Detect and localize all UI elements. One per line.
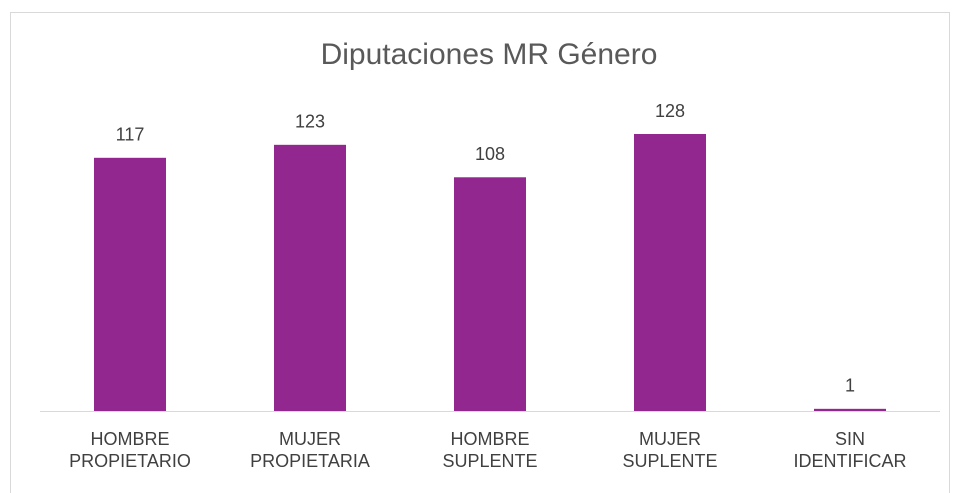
bar bbox=[634, 134, 706, 411]
data-label: 108 bbox=[475, 144, 505, 164]
bar bbox=[454, 177, 526, 411]
data-label: 117 bbox=[116, 125, 145, 145]
x-tick-label: MUJER PROPIETARIA bbox=[220, 428, 400, 472]
data-label: 123 bbox=[295, 112, 325, 132]
chart-title: Diputaciones MR Género bbox=[321, 38, 658, 71]
category-text: HOMBRE PROPIETARIO bbox=[69, 429, 191, 471]
bar bbox=[94, 157, 166, 411]
data-label: 1 bbox=[845, 376, 855, 396]
data-label: 128 bbox=[655, 101, 685, 121]
bar bbox=[274, 144, 346, 411]
category-text: MUJER SUPLENTE bbox=[622, 429, 718, 471]
x-tick-label: MUJER SUPLENTE bbox=[580, 428, 760, 472]
x-tick-label: HOMBRE SUPLENTE bbox=[400, 428, 580, 472]
chart-frame bbox=[10, 12, 950, 493]
category-text: HOMBRE SUPLENTE bbox=[442, 429, 538, 471]
bar bbox=[814, 408, 886, 411]
category-text: MUJER PROPIETARIA bbox=[250, 429, 370, 471]
category-text: SIN IDENTIFICAR bbox=[793, 429, 907, 471]
x-tick-label: SIN IDENTIFICAR bbox=[760, 428, 940, 472]
x-tick-label: HOMBRE PROPIETARIO bbox=[40, 428, 220, 472]
